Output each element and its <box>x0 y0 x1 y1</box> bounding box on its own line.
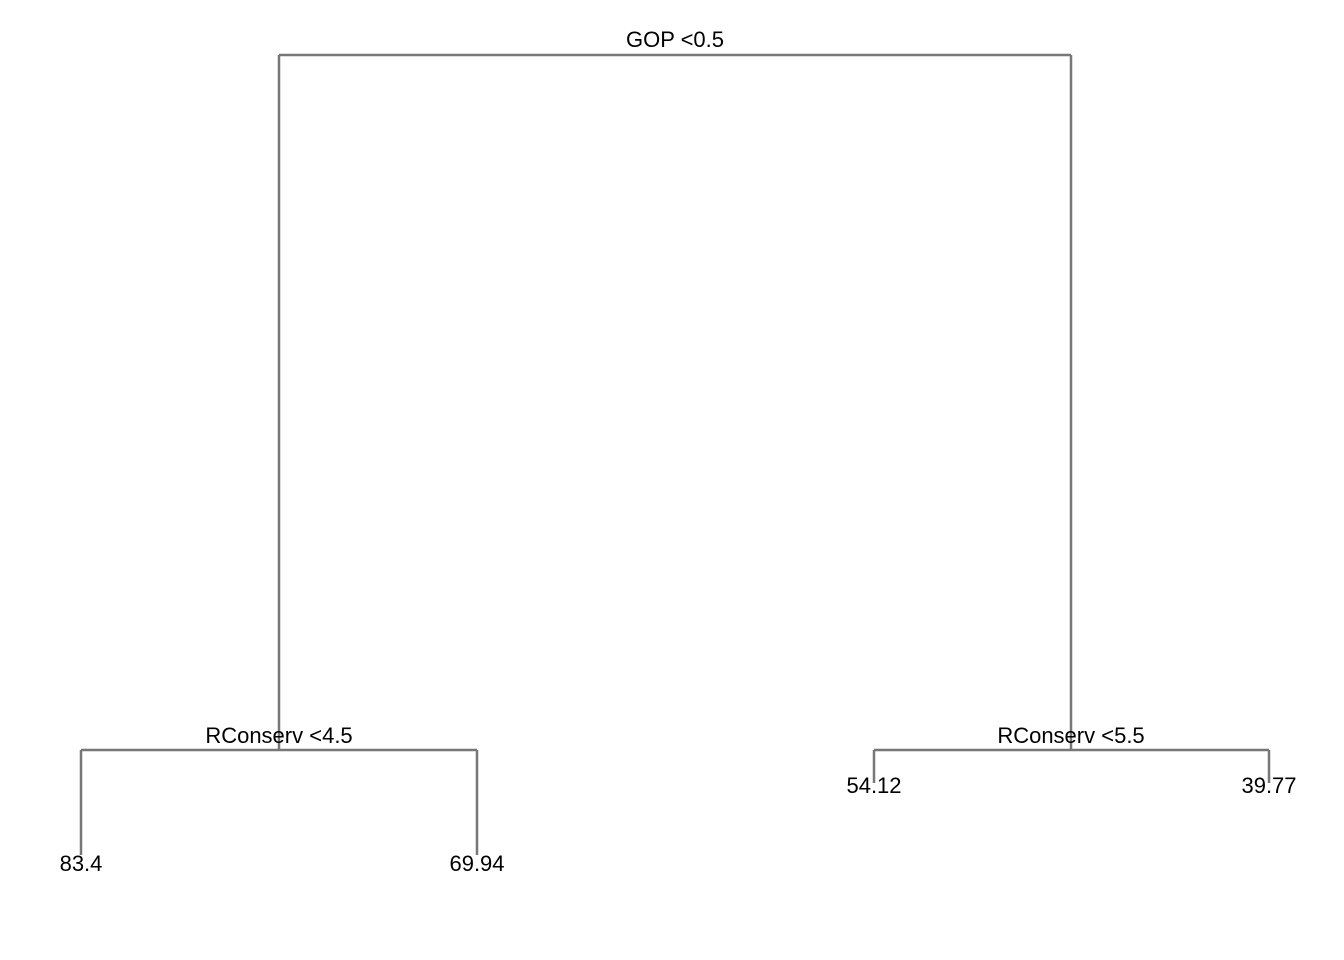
root-split-label: GOP <0.5 <box>626 27 724 52</box>
root-split-branches <box>277 53 1073 750</box>
right-split-branches <box>872 748 1271 783</box>
leaf-label-left-right: 69.94 <box>449 851 504 876</box>
leaf-label-right-left: 54.12 <box>846 773 901 798</box>
leaf-label-left-left: 83.4 <box>60 851 103 876</box>
left-split-label: RConserv <4.5 <box>205 723 352 748</box>
left-split-branches <box>79 748 479 855</box>
right-split-label: RConserv <5.5 <box>997 723 1144 748</box>
leaf-label-right-right: 39.77 <box>1241 773 1296 798</box>
